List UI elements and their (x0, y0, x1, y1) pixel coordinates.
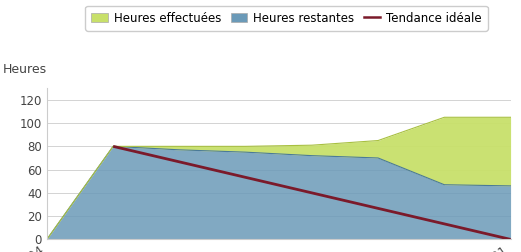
Legend: Heures effectuées, Heures restantes, Tendance idéale: Heures effectuées, Heures restantes, Ten… (85, 6, 488, 31)
Text: Heures: Heures (3, 62, 47, 76)
